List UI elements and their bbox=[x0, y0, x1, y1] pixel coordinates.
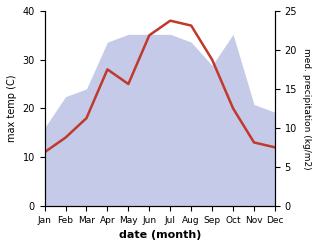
X-axis label: date (month): date (month) bbox=[119, 230, 201, 240]
Y-axis label: max temp (C): max temp (C) bbox=[7, 75, 17, 142]
Y-axis label: med. precipitation (kg/m2): med. precipitation (kg/m2) bbox=[302, 48, 311, 169]
